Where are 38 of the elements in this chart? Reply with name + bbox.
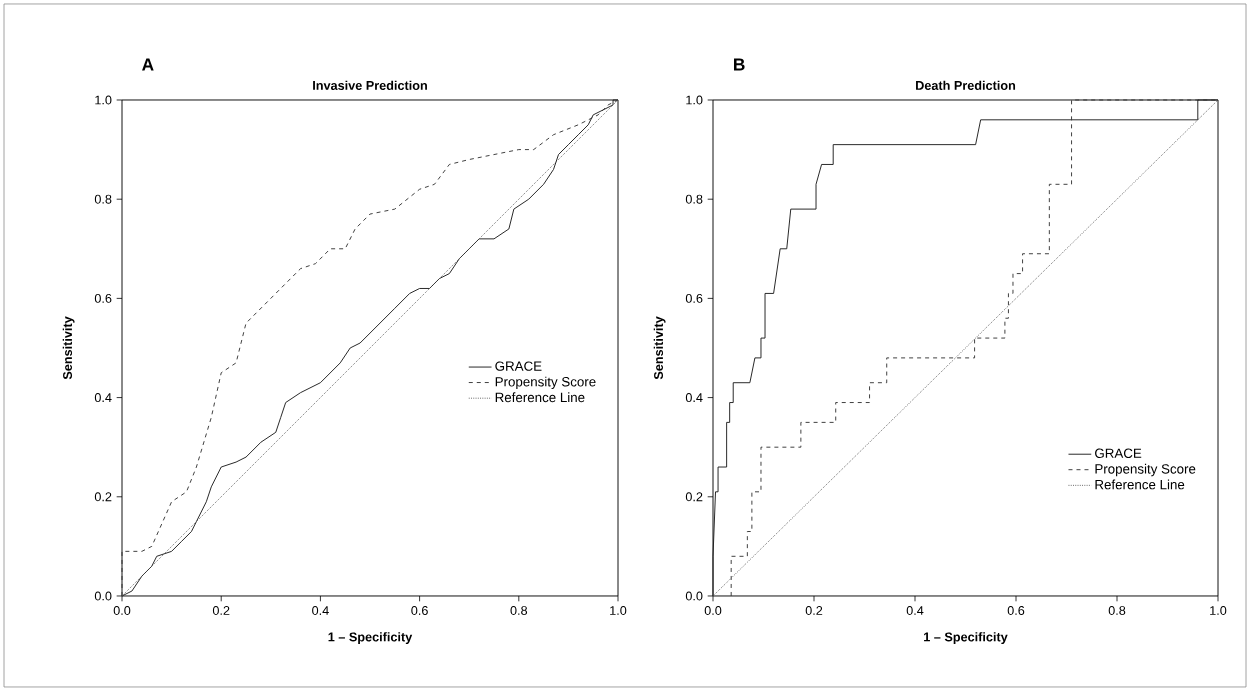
x-axis-title: 1 – Specificity — [924, 632, 1008, 644]
x-tick-label: 0.4 — [312, 606, 329, 615]
y-tick-label: 0.6 — [685, 293, 703, 303]
y-tick-label: 0.6 — [94, 293, 112, 303]
x-tick-label: 0.6 — [1007, 606, 1025, 615]
text: A — [142, 58, 154, 71]
y-tick-label: 0.8 — [94, 194, 112, 204]
x-tick-label: 0.8 — [1108, 606, 1126, 615]
x-tick-label: 0.4 — [906, 606, 924, 615]
y-tick-label: 0.4 — [685, 393, 703, 403]
x-axis-title: 1 – Specificity — [328, 632, 413, 644]
legend-label: Propensity Score — [495, 376, 596, 390]
legend-label: Reference Line — [495, 392, 585, 403]
x-tick-label: 1.0 — [1210, 606, 1227, 615]
x-tick-label: 0.2 — [805, 606, 823, 615]
y-axis-title: Sensitivity — [62, 316, 75, 380]
y-axis-title: Sensitivity — [653, 316, 666, 380]
x-tick-label: 0.0 — [113, 606, 131, 615]
x-tick-label: 1.0 — [610, 606, 627, 615]
y-tick-label: 1.0 — [686, 95, 703, 105]
legend-label: Propensity Score — [1095, 463, 1196, 477]
x-tick-label: 0.0 — [704, 606, 722, 615]
x-tick-label: 0.6 — [411, 606, 428, 615]
legend-label: GRACE — [495, 361, 542, 371]
legend-label: Reference Line — [1095, 479, 1185, 490]
y-tick-label: 0.2 — [685, 492, 703, 502]
chart-title: Invasive Prediction — [313, 80, 427, 90]
chart-title: Death Prediction — [916, 80, 1016, 90]
x-tick-label: 0.2 — [212, 606, 230, 615]
x-tick-label: 0.8 — [510, 606, 528, 615]
y-tick-label: 0.0 — [685, 591, 703, 601]
y-tick-label: 0.0 — [94, 591, 112, 601]
y-tick-label: 0.8 — [685, 194, 703, 204]
text: B — [734, 58, 745, 71]
legend-label: GRACE — [1095, 448, 1142, 458]
y-tick-label: 0.4 — [94, 393, 112, 403]
y-tick-label: 1.0 — [95, 95, 112, 105]
y-tick-label: 0.2 — [94, 492, 112, 502]
